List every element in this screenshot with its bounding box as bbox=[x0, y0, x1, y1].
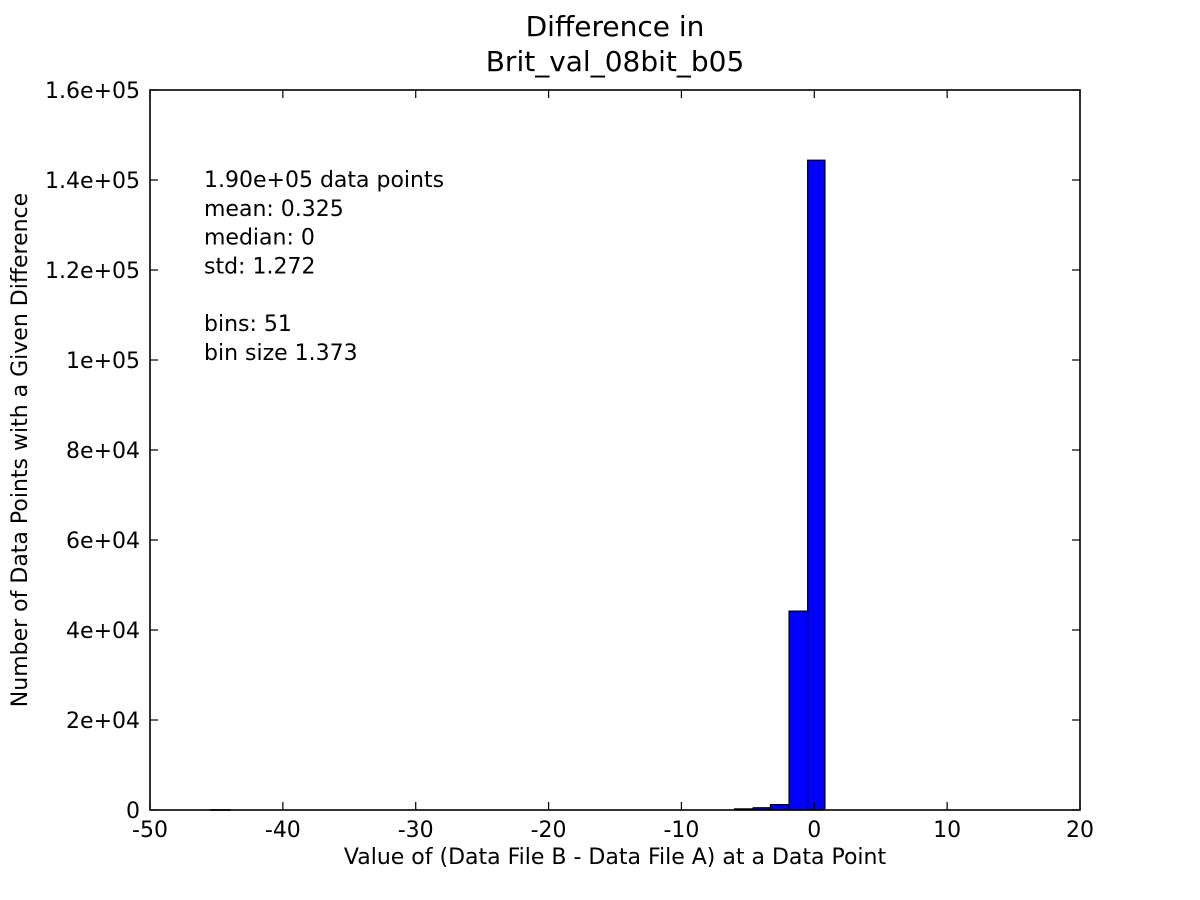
stats-line: median: 0 bbox=[204, 226, 315, 251]
stats-line bbox=[204, 283, 211, 308]
histogram-bar-3 bbox=[769, 803, 790, 811]
stats-line: std: 1.272 bbox=[204, 254, 315, 279]
y-axis-label: Number of Data Points with a Given Diffe… bbox=[8, 193, 33, 707]
x-axis-label: Value of (Data File B - Data File A) at … bbox=[344, 845, 887, 870]
x-tick-label: -40 bbox=[265, 818, 301, 843]
stats-annotation: 1.90e+05 data points mean: 0.325 median: 0… bbox=[204, 168, 444, 366]
axis-ticks: -50 -40 -30 -20 -10 0 10 20 0 2e+04 4e+04 6e+04 8e+0… bbox=[45, 79, 1094, 843]
y-tick-label: 8e+04 bbox=[66, 439, 140, 464]
plot-frame bbox=[149, 89, 1081, 811]
y-tick-label: 2e+04 bbox=[66, 709, 140, 734]
y-tick-label: 0 bbox=[126, 799, 140, 824]
y-tick-label: 1.6e+05 bbox=[45, 79, 140, 104]
stats-line: bins: 51 bbox=[204, 312, 292, 337]
chart-title-line-1: Difference in bbox=[526, 10, 705, 43]
y-tick-label: 1.4e+05 bbox=[45, 169, 140, 194]
x-tick-label: 0 bbox=[807, 818, 821, 843]
histogram-bar-5 bbox=[807, 159, 826, 811]
stats-line: 1.90e+05 data points bbox=[204, 168, 444, 193]
stats-line: mean: 0.325 bbox=[204, 197, 344, 222]
x-tick-label: -30 bbox=[398, 818, 434, 843]
y-tick-label: 4e+04 bbox=[66, 619, 140, 644]
y-tick-label: 1e+05 bbox=[66, 349, 140, 374]
x-tick-label: -20 bbox=[531, 818, 567, 843]
x-tick-label: -10 bbox=[663, 818, 699, 843]
stats-line: bin size 1.373 bbox=[204, 341, 358, 366]
y-tick-label: 1.2e+05 bbox=[45, 259, 140, 284]
y-tick-label: 6e+04 bbox=[66, 529, 140, 554]
x-tick-label: -50 bbox=[132, 818, 168, 843]
histogram-bar-4 bbox=[788, 610, 809, 811]
x-tick-label: 20 bbox=[1066, 818, 1094, 843]
chart-title-line-2: Brit_val_08bit_b05 bbox=[486, 45, 745, 78]
x-tick-label: 10 bbox=[933, 818, 961, 843]
